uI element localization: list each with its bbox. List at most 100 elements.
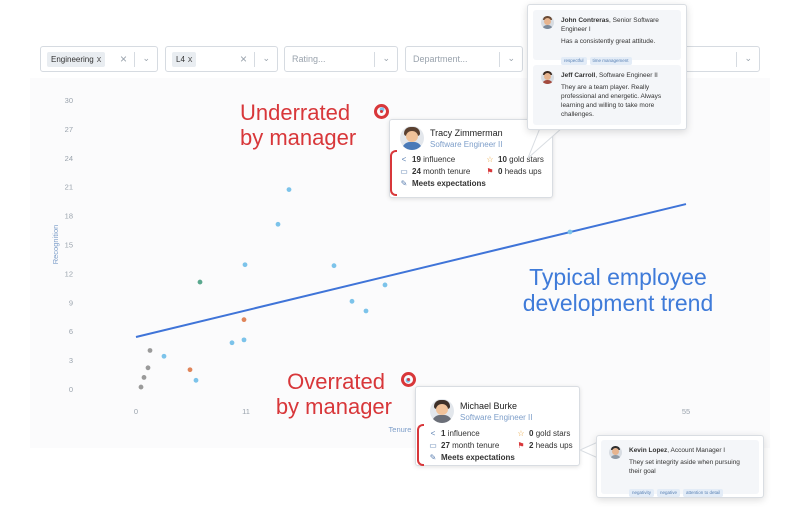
share-icon: < (401, 155, 407, 164)
employee-card-michael[interactable]: Michael Burke Software Engineer II <1 in… (415, 386, 580, 466)
star-icon: ☆ (486, 155, 494, 164)
overrated-line-1: Overrated (287, 369, 385, 394)
team-chip: Engineering x (47, 52, 106, 67)
y-tick-label: 18 (65, 212, 73, 221)
chevron-down-icon[interactable]: ⌄ (262, 53, 270, 63)
chevron-down-icon[interactable]: ⌄ (507, 53, 515, 63)
team-chip-label: Engineering (51, 55, 94, 64)
highlight-bracket (390, 150, 397, 196)
scatter-point (242, 262, 248, 268)
influence-stat: <1 influence (428, 429, 480, 438)
underrated-label: Underrated by manager (240, 100, 356, 150)
employee-name: Tracy Zimmerman (430, 128, 503, 138)
trend-line-1: Typical employee (529, 264, 707, 290)
y-axis-label: Recognition (51, 225, 60, 265)
scatter-point (286, 187, 292, 192)
chevron-down-icon[interactable]: ⌄ (744, 53, 752, 63)
scatter-point (241, 317, 247, 323)
trend-label: Typical employee development trend (512, 264, 724, 316)
tenure-stat: ▭ 24 month tenure (400, 167, 471, 176)
filter-bar: Engineering x × ⌄ L4 x × ⌄ Rating... ⌄ Dep… (40, 46, 760, 74)
influence-stat: <19 influence (399, 155, 456, 164)
x-tick-label: 0 (134, 407, 138, 416)
rating-filter[interactable]: Rating... ⌄ (284, 46, 398, 72)
employee-role: Software Engineer II (430, 140, 503, 149)
chevron-down-icon[interactable]: ⌄ (382, 53, 390, 63)
avatar (430, 399, 454, 423)
tag: attention to detail (683, 489, 724, 497)
employee-role: Software Engineer II (460, 413, 533, 422)
comment-text: They are a team player. Really professio… (561, 84, 662, 118)
level-chip: L4 x (172, 52, 197, 67)
y-tick-label: 21 (65, 183, 73, 192)
rating-stat: ✎ Meets expectations (400, 179, 486, 188)
avatar (609, 446, 622, 459)
divider (134, 52, 135, 67)
star-icon: ☆ (517, 429, 525, 438)
edit-icon: ✎ (400, 179, 408, 188)
comments-popover-bottom: Kevin Lopez, Account Manager I They set … (596, 435, 764, 498)
share-icon: < (430, 429, 436, 438)
trend-line (135, 203, 687, 338)
chip-remove-icon[interactable]: x (96, 54, 102, 64)
comment-card: John Contreras, Senior Software Engineer … (533, 10, 681, 65)
avatar (541, 71, 554, 84)
heads-ups-stat: ⚑ 2 heads ups (517, 441, 573, 450)
team-filter[interactable]: Engineering x × ⌄ (40, 46, 158, 72)
comment-author: John Contreras, Senior Software Engineer … (561, 17, 659, 33)
employee-name: Michael Burke (460, 401, 518, 411)
scatter-point (197, 279, 203, 285)
scatter-point (147, 348, 153, 353)
y-tick-label: 6 (69, 327, 73, 336)
comment-text: Has a consistently great attitude. (561, 38, 656, 45)
y-tick-label: 15 (65, 241, 73, 250)
comment-author: Kevin Lopez, Account Manager I (629, 447, 726, 454)
divider (374, 52, 375, 67)
scatter-point (275, 221, 281, 227)
tenure-stat: ▭ 27 month tenure (429, 441, 500, 450)
comment-text: They set integrity aside when pursuing t… (629, 459, 740, 475)
extra-filter[interactable]: ⌄ (680, 46, 760, 72)
scatter-point (349, 298, 355, 304)
trend-line-2: development trend (522, 290, 714, 316)
scatter-point (161, 353, 167, 359)
scatter-point (138, 384, 144, 390)
clear-icon[interactable]: × (119, 52, 127, 66)
underrated-line-1: Underrated (240, 100, 351, 125)
comment-tags: negativity negative attention to detail (629, 481, 726, 497)
scatter-point (187, 367, 193, 373)
clear-icon[interactable]: × (239, 52, 247, 66)
x-tick-label: 55 (682, 407, 690, 416)
avatar (541, 16, 554, 29)
comment-author: Jeff Carroll, Software Engineer II (561, 72, 658, 79)
calendar-icon: ▭ (400, 167, 408, 176)
flag-icon: ⚑ (486, 167, 494, 176)
y-tick-label: 24 (65, 154, 73, 163)
heads-ups-stat: ⚑ 0 heads ups (486, 167, 542, 176)
scatter-point (193, 377, 199, 383)
tag: negative (657, 489, 681, 497)
tag: respectful (561, 57, 587, 65)
level-filter[interactable]: L4 x × ⌄ (165, 46, 278, 72)
comment-card: Kevin Lopez, Account Manager I They set … (601, 440, 759, 497)
rating-stat: ✎ Meets expectations (429, 453, 515, 462)
underrated-line-2: by manager (240, 125, 357, 150)
x-axis-label: Tenure (389, 425, 412, 434)
overrated-label: Overrated by manager (265, 369, 392, 419)
comment-tags: respectful time management (561, 49, 635, 65)
chip-remove-icon[interactable]: x (187, 54, 193, 64)
stars-stat: ☆ 0 gold stars (517, 429, 571, 438)
employee-card-tracy[interactable]: Tracy Zimmerman Software Engineer II <19… (389, 119, 553, 198)
x-tick-label: 11 (242, 407, 250, 416)
scatter-point (382, 282, 388, 288)
scatter-point (241, 337, 247, 343)
divider (736, 52, 737, 67)
divider (499, 52, 500, 67)
department-filter[interactable]: Department... ⌄ (405, 46, 523, 72)
y-tick-label: 12 (65, 269, 73, 278)
overrated-line-2: by manager (275, 394, 392, 419)
y-tick-label: 3 (69, 356, 73, 365)
chevron-down-icon[interactable]: ⌄ (142, 53, 150, 63)
calendar-icon: ▭ (429, 441, 437, 450)
comments-popover-top: John Contreras, Senior Software Engineer … (527, 4, 687, 130)
